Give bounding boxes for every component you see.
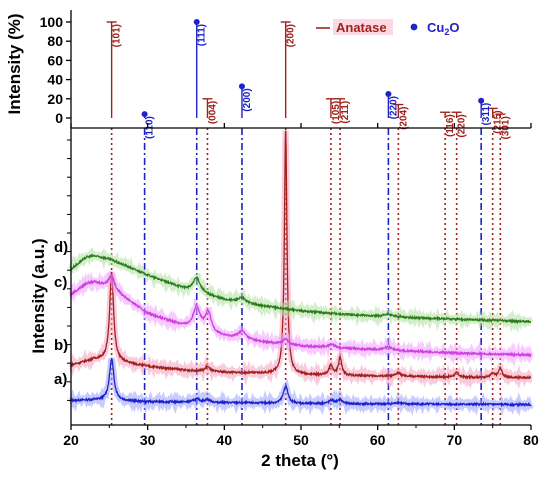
curve-label-a: a) [54, 371, 67, 388]
cu2o-peak-1-dot [193, 19, 200, 25]
anatase-peak-8-hkl: (215) [493, 110, 504, 133]
cu2o-peak-2-dot [238, 83, 245, 90]
curve-b [70, 130, 532, 381]
curve-label-c: c) [54, 274, 67, 291]
anatase-peak-3-hkl: (105) [331, 101, 342, 124]
anatase-peak-2-hkl: (200) [286, 24, 297, 47]
cu2o-peak-2-hkl: (200) [242, 88, 253, 111]
y-axis-title-top: Intensity (%) [5, 13, 24, 114]
x-tick-label-6: 80 [523, 432, 539, 448]
anatase-peak-6-hkl: (116) [445, 114, 456, 137]
cu2o-peak-0-dot [141, 111, 148, 118]
cu2o-peak-3-hkl: (220) [388, 96, 399, 119]
legend-anatase-label: Anatase [336, 20, 387, 35]
x-tick-label-1: 30 [140, 432, 156, 448]
curve-a [70, 358, 532, 408]
x-axis-title: 2 theta (°) [261, 451, 339, 470]
curve-label-b: b) [54, 337, 68, 354]
x-tick-label-2: 40 [217, 432, 233, 448]
legend-cu2o-label: Cu2O [427, 20, 459, 37]
axes: 20 30 40 50 60 70 80 0 20 40 60 80 100 [40, 10, 539, 448]
top-y-tick-label-0: 0 [55, 110, 63, 126]
top-y-tick-label-5: 100 [40, 14, 64, 30]
cu2o-peak-3-dot [385, 91, 392, 97]
x-tick-label-3: 50 [293, 432, 309, 448]
anatase-peak-5-hkl: (204) [398, 107, 409, 130]
y-axis-title-bottom: Intensity (a.u.) [29, 238, 48, 353]
curve-d-halo [68, 246, 534, 334]
curve-labels: a) b) c) d) [54, 239, 68, 388]
anatase-peak-4-hkl: (211) [340, 101, 351, 124]
top-y-tick-label-2: 40 [47, 72, 63, 88]
anatase-peak-0-hkl: (101) [112, 24, 123, 47]
legend: Anatase Cu2O [316, 19, 459, 37]
curve-d [70, 253, 532, 325]
x-tick-label-4: 60 [370, 432, 386, 448]
xrd-curves [68, 130, 534, 417]
cu2o-peak-4-dot [478, 97, 485, 104]
anatase-peak-1-hkl: (004) [207, 101, 218, 124]
top-y-tick-label-4: 80 [47, 33, 63, 49]
anatase-peak-7-hkl: (220) [457, 114, 468, 137]
curve-c [70, 274, 532, 359]
top-y-tick-label-1: 20 [47, 91, 63, 107]
curve-label-d: d) [54, 239, 68, 256]
legend-cu2o-marker [410, 23, 418, 31]
top-y-tick-label-3: 60 [47, 52, 63, 68]
cu2o-peak-1-hkl: (111) [197, 24, 208, 46]
cu2o-peak-4-hkl: (311) [481, 103, 492, 126]
x-tick-label-5: 70 [447, 432, 463, 448]
x-tick-label-0: 20 [63, 432, 79, 448]
